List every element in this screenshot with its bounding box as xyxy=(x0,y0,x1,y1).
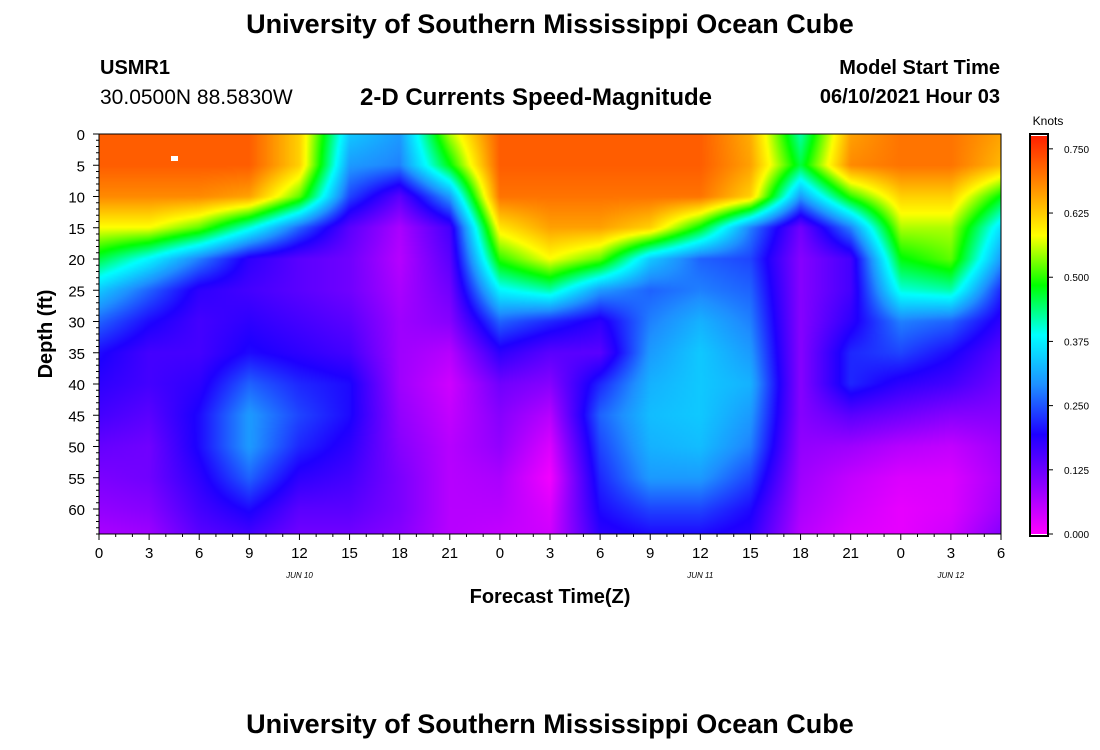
x-axis-label: Forecast Time(Z) xyxy=(470,586,631,608)
x-tick-label: 18 xyxy=(391,545,408,562)
date-label: JUN 11 xyxy=(686,571,713,580)
x-tick-label: 12 xyxy=(692,545,709,562)
model-start-time: 06/10/2021 Hour 03 xyxy=(819,86,1000,108)
heatmap-image xyxy=(99,134,1001,534)
station-coordinates: 30.0500N 88.5830W xyxy=(100,86,293,109)
x-tick-label: 6 xyxy=(997,545,1005,562)
x-tick-label: 18 xyxy=(792,545,809,562)
y-tick-label: 45 xyxy=(68,408,85,425)
x-tick-label: 9 xyxy=(646,545,654,562)
colorbar-tick-label: 0.250 xyxy=(1064,402,1089,413)
x-tick-label: 21 xyxy=(842,545,859,562)
chart-subtitle: 2-D Currents Speed-Magnitude xyxy=(360,84,713,111)
colorbar xyxy=(1030,136,1048,534)
footer-title: University of Southern Mississippi Ocean… xyxy=(246,709,854,739)
y-tick-label: 0 xyxy=(77,127,85,144)
colorbar-tick-label: 0.750 xyxy=(1064,145,1089,156)
y-tick-label: 55 xyxy=(68,471,85,488)
y-tick-label: 30 xyxy=(68,315,85,332)
station-id: USMR1 xyxy=(100,57,171,79)
x-tick-label: 9 xyxy=(245,545,253,562)
x-tick-label: 21 xyxy=(441,545,458,562)
y-tick-label: 10 xyxy=(68,190,85,207)
y-tick-label: 50 xyxy=(68,440,85,457)
x-tick-label: 6 xyxy=(195,545,203,562)
colorbar-tick-label: 0.375 xyxy=(1064,337,1089,348)
y-axis-label: Depth (ft) xyxy=(35,290,57,379)
x-tick-label: 6 xyxy=(596,545,604,562)
y-tick-label: 15 xyxy=(68,221,85,238)
colorbar-frame xyxy=(1029,133,1049,537)
y-tick-label: 20 xyxy=(68,252,85,269)
y-tick-label: 5 xyxy=(77,158,85,175)
x-tick-label: 3 xyxy=(546,545,554,562)
x-tick-label: 3 xyxy=(145,545,153,562)
colorbar-label: Knots xyxy=(1033,114,1064,128)
x-tick-label: 12 xyxy=(291,545,308,562)
colorbar-tick-label: 0.625 xyxy=(1064,209,1089,220)
y-tick-label: 60 xyxy=(68,502,85,519)
colorbar-tick-label: 0.125 xyxy=(1064,466,1089,477)
model-start-label: Model Start Time xyxy=(839,57,1000,79)
x-tick-label: 3 xyxy=(947,545,955,562)
x-tick-label: 0 xyxy=(897,545,905,562)
y-tick-label: 35 xyxy=(68,346,85,363)
station-marker xyxy=(171,156,178,161)
colorbar-tick-label: 0.500 xyxy=(1064,273,1089,284)
date-label: JUN 10 xyxy=(285,571,313,580)
x-tick-label: 15 xyxy=(341,545,358,562)
x-tick-label: 0 xyxy=(95,545,103,562)
y-tick-label: 25 xyxy=(68,283,85,300)
x-tick-label: 0 xyxy=(496,545,504,562)
colorbar-tick-label: 0.000 xyxy=(1064,530,1089,541)
x-tick-label: 15 xyxy=(742,545,759,562)
date-label: JUN 12 xyxy=(937,571,965,580)
y-tick-label: 40 xyxy=(68,377,85,394)
page-title: University of Southern Mississippi Ocean… xyxy=(246,9,854,39)
